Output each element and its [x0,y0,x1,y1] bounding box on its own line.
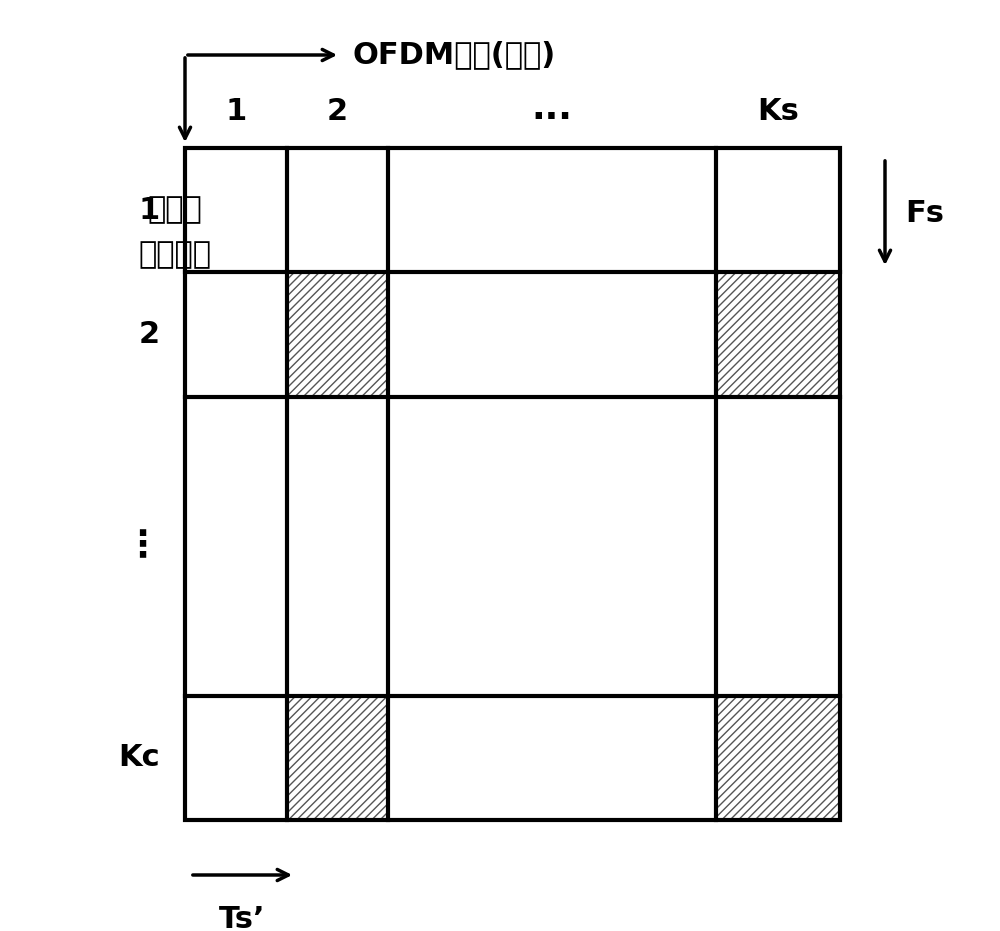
Text: Ks: Ks [757,97,799,126]
Text: 1: 1 [139,196,160,224]
Text: Fs: Fs [905,198,944,227]
Text: （频域）: （频域） [138,240,212,269]
Text: 2: 2 [139,320,160,349]
Text: Kc: Kc [118,743,160,773]
Bar [287,273,388,397]
Bar [716,273,840,397]
Bar [287,695,388,820]
Text: ...: ... [531,92,572,126]
Bar [185,148,840,820]
Text: Ts’: Ts’ [219,905,266,931]
Text: ⋮: ⋮ [124,529,160,563]
Text: 2: 2 [327,97,348,126]
Text: 1: 1 [225,97,246,126]
Bar [716,695,840,820]
Text: 子载波: 子载波 [148,196,202,224]
Text: OFDM符号(时域): OFDM符号(时域) [352,41,555,70]
